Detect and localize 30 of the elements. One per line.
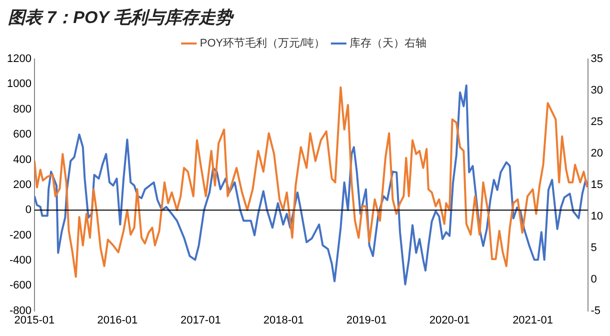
y2-tick-label: 25 [590, 116, 604, 128]
y-tick-label: 400 [13, 154, 32, 166]
y-tick-label: 200 [13, 178, 32, 191]
x-tick-label: 2017-01 [180, 314, 221, 326]
x-tick-label: 2015-01 [14, 314, 55, 326]
y-tick-label: 1000 [6, 78, 32, 90]
x-tick-label: 2018-01 [263, 314, 304, 326]
x-tick-label: 2020-01 [429, 314, 470, 326]
x-tick-label: 2021-01 [512, 314, 553, 326]
y-tick-label: 1200 [6, 53, 32, 66]
y2-tick-label: 15 [590, 178, 604, 191]
y2-tick-label: -5 [590, 304, 601, 317]
y-tick-label: 800 [13, 103, 32, 116]
y-tick-label: 600 [13, 128, 32, 141]
y2-tick-label: 10 [590, 210, 604, 222]
x-tick-label: 2016-01 [97, 314, 138, 326]
y2-tick-label: 0 [590, 273, 597, 286]
y2-tick-label: 20 [590, 147, 604, 160]
y-tick-label: -400 [9, 254, 32, 266]
y-tick-label: -600 [9, 280, 32, 292]
chart-title: 图表 7：POY 毛利与库存走势 [7, 7, 236, 29]
y2-tick-label: 30 [590, 84, 604, 97]
y2-tick-label: 35 [590, 53, 604, 66]
y-tick-label: 0 [25, 204, 32, 216]
y-tick-label: -200 [9, 229, 32, 242]
x-tick-label: 2019-01 [346, 314, 387, 326]
legend-label: 库存（天）右轴 [350, 36, 427, 50]
y-tick-label: -800 [9, 304, 32, 317]
legend-label: POY环节毛利（万元/吨） [200, 36, 326, 50]
y2-tick-label: 5 [590, 242, 597, 254]
